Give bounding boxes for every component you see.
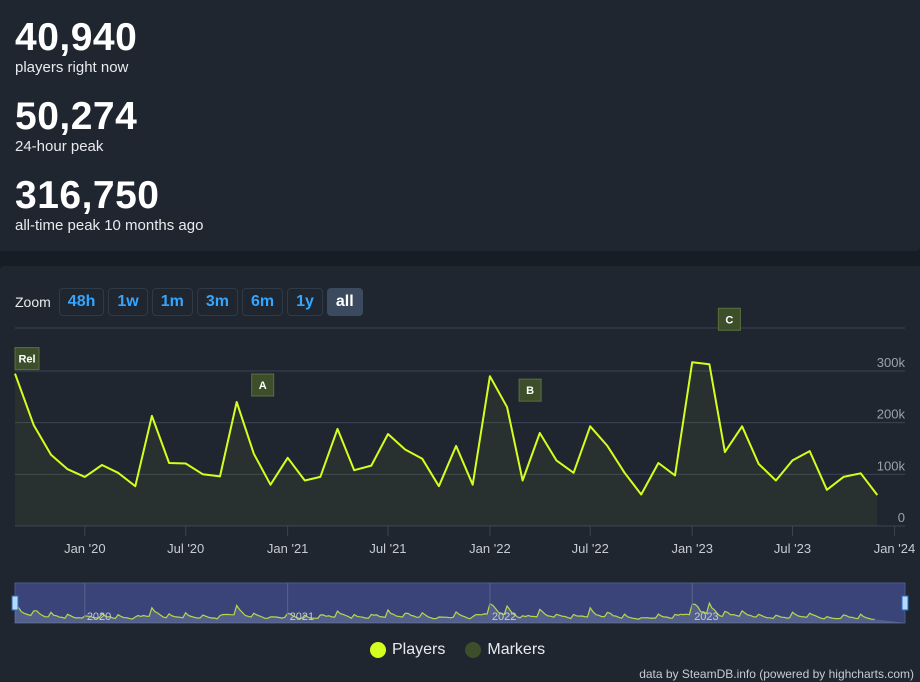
- marker-flag-a: A: [251, 373, 275, 397]
- x-tick-label: Jul '20: [167, 541, 204, 556]
- y-tick-label: 200k: [877, 407, 906, 422]
- stat-24h-peak: 50,274 24-hour peak: [15, 97, 137, 156]
- players-area: [15, 362, 878, 526]
- zoom-label: Zoom: [15, 294, 51, 310]
- navigator-tick-label: 2021: [290, 611, 314, 623]
- stat-current-players: 40,940 players right now: [15, 18, 137, 77]
- marker-flag-c: C: [717, 307, 741, 331]
- navigator-area: [15, 603, 905, 623]
- marker-flag-label: Rel: [18, 354, 35, 366]
- x-tick-label: Jul '22: [572, 541, 609, 556]
- y-tick-label: 100k: [877, 458, 906, 473]
- marker-flag-label: C: [725, 314, 733, 326]
- stat-label: players right now: [15, 59, 129, 76]
- stat-label: all-time peak 10 months ago: [15, 217, 204, 234]
- zoom-6m-button[interactable]: 6m: [241, 288, 284, 316]
- stat-all-time-peak: 316,750 all-time peak 10 months ago: [15, 176, 203, 235]
- zoom-selector: Zoom 48h 1w 1m 3m 6m 1y all: [15, 287, 367, 317]
- stat-value: 40,940: [15, 16, 138, 59]
- y-tick-label: 300k: [877, 355, 906, 370]
- x-tick-label: Jul '23: [774, 541, 811, 556]
- marker-flag-label: B: [526, 385, 534, 397]
- navigator-handle-right[interactable]: [901, 595, 909, 611]
- stats-panel: 40,940 players right now 50,274 24-hour …: [0, 0, 920, 251]
- legend-markers-label: Markers: [487, 641, 546, 658]
- marker-flag-box: [14, 347, 40, 371]
- navigator-tick-label: 2022: [492, 611, 516, 623]
- stat-value: 50,274: [15, 95, 138, 138]
- zoom-48h-button[interactable]: 48h: [58, 288, 105, 316]
- x-tick-label: Jan '21: [267, 541, 309, 556]
- zoom-all-button[interactable]: all: [326, 288, 363, 316]
- stat-value: 316,750: [15, 174, 160, 217]
- player-count-chart[interactable]: 0 100k 200k 300k Jan '20 Jul '20 Jan '21 Jul '2…: [0, 266, 920, 682]
- navigator-tick-label: 2020: [87, 611, 111, 623]
- legend-players-swatch: [370, 642, 386, 658]
- y-tick-label: 0: [898, 510, 905, 525]
- chart-credits[interactable]: data by SteamDB.info (powered by highcha…: [639, 667, 914, 681]
- marker-flag-box: [717, 307, 741, 331]
- legend-item-players[interactable]: Players: [370, 641, 445, 659]
- x-tick-label: Jan '20: [64, 541, 106, 556]
- marker-flag-b: B: [518, 378, 542, 402]
- x-tick-label: Jan '22: [469, 541, 511, 556]
- chart-legend: Players Markers: [370, 641, 565, 659]
- marker-flag-box: [518, 378, 542, 402]
- chart-panel: Zoom 48h 1w 1m 3m 6m 1y all 0 100k 200k 300…: [0, 266, 920, 682]
- marker-flag-rel: Rel: [14, 347, 40, 371]
- marker-flag-label: A: [259, 380, 267, 392]
- navigator-handle-left[interactable]: [11, 595, 19, 611]
- marker-flag-box: [251, 373, 275, 397]
- legend-players-label: Players: [392, 641, 446, 658]
- zoom-1m-button[interactable]: 1m: [151, 288, 193, 316]
- players-series-line: [14, 361, 879, 496]
- stat-label: 24-hour peak: [15, 138, 104, 155]
- x-tick-label: Jan '24: [874, 541, 916, 556]
- zoom-1y-button[interactable]: 1y: [287, 288, 323, 316]
- navigator-series-line: [14, 601, 875, 620]
- navigator-tick-label: 2023: [694, 611, 718, 623]
- legend-item-markers[interactable]: Markers: [465, 641, 545, 659]
- x-tick-label: Jul '21: [369, 541, 406, 556]
- legend-markers-swatch: [465, 642, 482, 658]
- zoom-1w-button[interactable]: 1w: [108, 288, 148, 316]
- x-tick-label: Jan '23: [671, 541, 713, 556]
- zoom-3m-button[interactable]: 3m: [196, 288, 238, 316]
